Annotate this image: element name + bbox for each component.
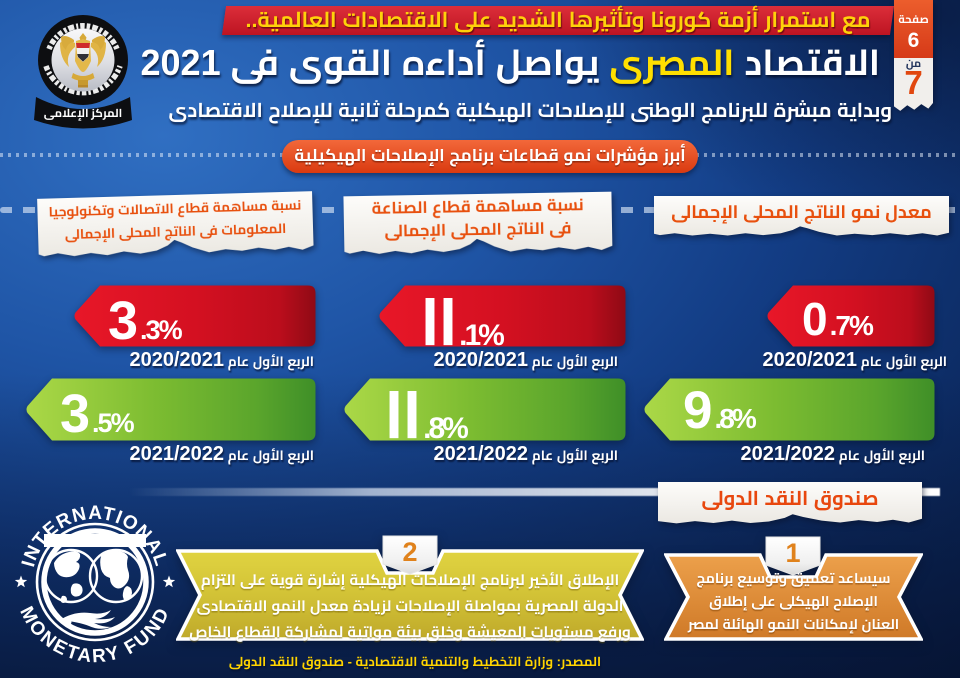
svg-text:المركز الإعلامى: المركز الإعلامى bbox=[44, 102, 123, 124]
svg-text:2: 2 bbox=[402, 537, 417, 567]
svg-text:1: 1 bbox=[785, 538, 800, 568]
